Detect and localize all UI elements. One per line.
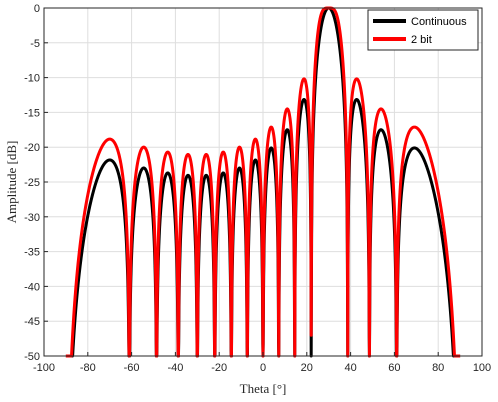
y-tick-label: -10: [24, 73, 40, 85]
legend: Continuous 2 bit: [367, 9, 479, 51]
y-tick-label: 0: [34, 3, 40, 15]
x-axis-label: Theta [°]: [240, 381, 287, 396]
x-tick-label: -60: [124, 362, 140, 374]
legend-label-continuous: Continuous: [411, 16, 467, 28]
legend-box: [367, 9, 479, 51]
legend-label-2bit: 2 bit: [411, 34, 432, 46]
y-axis-label: Amplitude [dB]: [4, 141, 19, 224]
x-tick-label: 100: [473, 362, 491, 374]
x-tick-label: 80: [432, 362, 444, 374]
x-tick-label: -40: [167, 362, 183, 374]
x-tick-label: -80: [80, 362, 96, 374]
y-tick-label: -30: [24, 212, 40, 224]
x-tick-label: 20: [301, 362, 313, 374]
y-ticks: 0 -5 -10 -15 -20 -25 -30 -35 -40 -45 -50: [24, 3, 48, 363]
x-tick-label: 0: [260, 362, 266, 374]
y-tick-label: -35: [24, 247, 40, 259]
x-tick-label: -100: [33, 362, 55, 374]
y-tick-label: -45: [24, 316, 40, 328]
y-tick-label: -20: [24, 142, 40, 154]
x-tick-label: 40: [344, 362, 356, 374]
y-tick-label: -40: [24, 281, 40, 293]
x-ticks: -100 -80 -60 -40 -20 0 20 40 60 80 100: [33, 352, 491, 374]
y-tick-label: -5: [30, 38, 40, 50]
y-tick-label: -15: [24, 107, 40, 119]
y-tick-label: -50: [24, 351, 40, 363]
x-tick-label: -20: [211, 362, 227, 374]
x-tick-label: 60: [388, 362, 400, 374]
y-tick-label: -25: [24, 177, 40, 189]
